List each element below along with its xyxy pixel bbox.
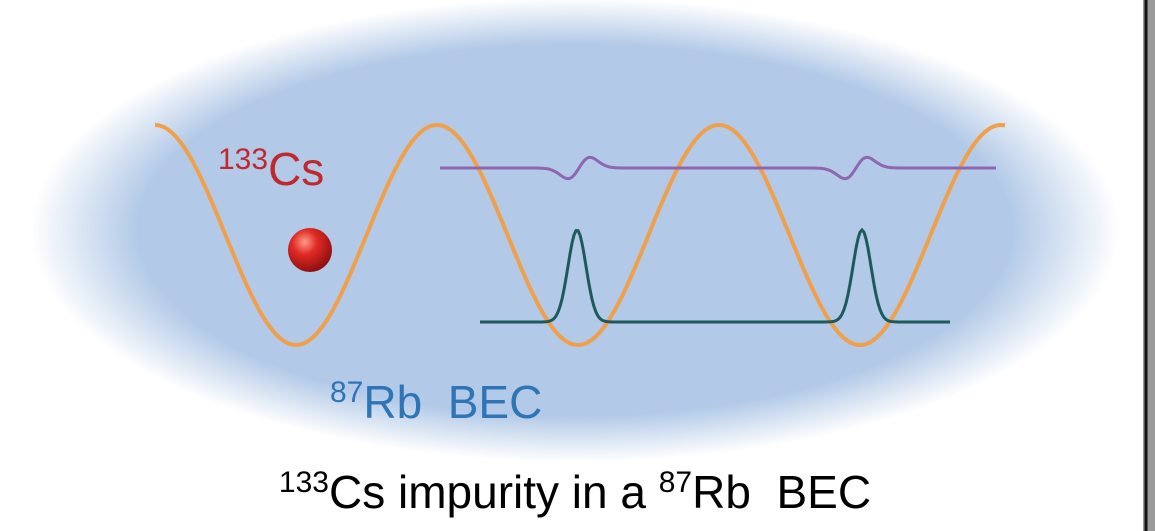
caption-text: Cs impurity in a (329, 466, 659, 518)
dispersive-signal (440, 155, 996, 181)
optical-lattice (154, 122, 1006, 347)
bec-label: 87Rb BEC (330, 376, 542, 428)
mass-number: 133 (218, 143, 268, 176)
impurity-label: 133Cs (218, 143, 324, 195)
caption-text: Rb BEC (692, 466, 871, 518)
caption: 133Cs impurity in a 87Rb BEC (279, 466, 871, 518)
caption-sup: 87 (659, 466, 692, 499)
density-peaks (480, 227, 950, 324)
element: Rb BEC (363, 376, 542, 428)
caption-sup: 133 (279, 466, 329, 499)
impurity-atom (288, 228, 332, 272)
mass-number: 87 (330, 376, 363, 409)
element: Cs (268, 143, 324, 195)
